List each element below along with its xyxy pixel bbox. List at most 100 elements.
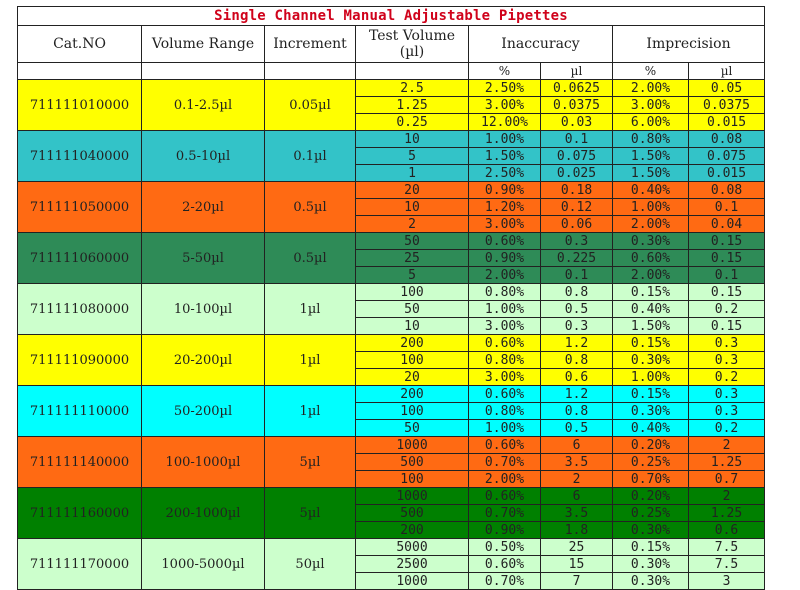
test-volume-cell: 500: [355, 453, 469, 471]
table-title: Single Channel Manual Adjustable Pipette…: [16, 6, 766, 26]
inaccuracy-percent-cell: 0.90%: [468, 181, 541, 199]
inaccuracy-percent-cell: 0.60%: [468, 555, 541, 573]
volume-range-cell: 0.1-2.5µl: [141, 79, 265, 131]
header-imprecision: Imprecision: [611, 25, 766, 63]
table-row: 711111090000 20-200µl 1µl 200 0.60% 1.2 0.15% 0…: [17, 334, 766, 386]
imprecision-percent-cell: 0.25%: [612, 504, 689, 522]
test-volume-cell: 100: [355, 351, 469, 369]
imprecision-percent-cell: 0.40%: [612, 300, 689, 318]
header-test-volume: Test Volume (µl): [355, 25, 469, 63]
table-row: 711111140000 100-1000µl 5µl 1000 0.60% 6 0.20%…: [17, 436, 766, 488]
imprecision-ul-cell: 3: [687, 572, 766, 590]
test-volume-cell: 50: [355, 419, 469, 437]
imprecision-percent-cell: 0.15%: [612, 283, 689, 301]
inaccuracy-percent-cell: 2.50%: [468, 164, 541, 182]
imprecision-ul-cell: 0.15: [687, 232, 766, 250]
increment-cell: 5µl: [264, 487, 356, 539]
increment-cell: 0.05µl: [264, 79, 356, 131]
cat-no-cell: 711111040000: [17, 130, 142, 182]
imprecision-percent-cell: 2.00%: [612, 266, 689, 284]
table-body: 711111010000 0.1-2.5µl 0.05µl 2.5 2.50% 0.062…: [17, 79, 766, 590]
table-row: 711111170000 1000-5000µl 50µl 5000 0.50% 25 0.…: [17, 538, 766, 590]
inaccuracy-percent-cell: 0.60%: [468, 232, 541, 250]
volume-range-cell: 20-200µl: [141, 334, 265, 386]
header-test-volume-label: Test Volume: [368, 28, 456, 44]
test-volume-cell: 200: [355, 334, 469, 352]
imprecision-ul-cell: 2: [687, 487, 766, 505]
cat-no-cell: 711111090000: [17, 334, 142, 386]
test-volume-cell: 1000: [355, 487, 469, 505]
imprecision-ul-cell: 0.3: [687, 385, 766, 403]
imprecision-percent-cell: 6.00%: [612, 113, 689, 131]
inaccuracy-percent-cell: 0.60%: [468, 385, 541, 403]
imprecision-ul-cell: 0.2: [687, 300, 766, 318]
inaccuracy-ul-cell: 0.5: [540, 419, 613, 437]
test-volume-cell: 0.25: [355, 113, 469, 131]
inaccuracy-percent-cell: 0.80%: [468, 402, 541, 420]
cat-no-cell: 711111140000: [17, 436, 142, 488]
inaccuracy-ul-cell: 0.8: [540, 283, 613, 301]
inaccuracy-ul-cell: 7: [540, 572, 613, 590]
inaccuracy-ul-cell: 0.225: [540, 249, 613, 267]
header-increment: Increment: [264, 25, 356, 63]
test-volume-cell: 200: [355, 385, 469, 403]
imprecision-ul-cell: 0.15: [687, 283, 766, 301]
test-volume-cell: 25: [355, 249, 469, 267]
inaccuracy-percent-cell: 3.00%: [468, 215, 541, 233]
imprecision-percent-cell: 0.30%: [612, 555, 689, 573]
inaccuracy-percent-cell: 2.00%: [468, 266, 541, 284]
imprecision-ul-cell: 0.15: [687, 317, 766, 335]
inaccuracy-ul-cell: 0.0375: [540, 96, 613, 114]
increment-cell: 1µl: [264, 385, 356, 437]
imprecision-ul-cell: 0.2: [687, 368, 766, 386]
imprecision-ul-cell: 0.15: [687, 249, 766, 267]
subheader-blank: [355, 62, 469, 80]
imprecision-ul-cell: 2: [687, 436, 766, 454]
inaccuracy-ul-cell: 0.3: [540, 317, 613, 335]
imprecision-ul-cell: 0.0375: [687, 96, 766, 114]
inaccuracy-ul-cell: 1.2: [540, 385, 613, 403]
inaccuracy-percent-cell: 1.00%: [468, 300, 541, 318]
table-row: 711111040000 0.5-10µl 0.1µl 10 1.00% 0.1 0.80%…: [17, 130, 766, 182]
test-volume-cell: 1000: [355, 572, 469, 590]
imprecision-percent-cell: 0.15%: [612, 538, 689, 556]
test-volume-cell: 50: [355, 232, 469, 250]
inaccuracy-percent-cell: 3.00%: [468, 96, 541, 114]
imprecision-ul-cell: 0.2: [687, 419, 766, 437]
inaccuracy-percent-cell: 0.90%: [468, 521, 541, 539]
test-volume-cell: 5000: [355, 538, 469, 556]
imprecision-ul-cell: 0.1: [687, 198, 766, 216]
inaccuracy-percent-cell: 3.00%: [468, 368, 541, 386]
imprecision-percent-cell: 0.70%: [612, 470, 689, 488]
inaccuracy-percent-cell: 2.50%: [468, 79, 541, 97]
cat-no-cell: 711111110000: [17, 385, 142, 437]
test-volume-cell: 2500: [355, 555, 469, 573]
imprecision-percent-cell: 0.40%: [612, 419, 689, 437]
table-row: 711111160000 200-1000µl 5µl 1000 0.60% 6 0.20%…: [17, 487, 766, 539]
imprecision-ul-cell: 0.05: [687, 79, 766, 97]
increment-cell: 50µl: [264, 538, 356, 590]
subheader-blank: [17, 62, 142, 80]
imprecision-ul-cell: 0.7: [687, 470, 766, 488]
inaccuracy-ul-cell: 0.03: [540, 113, 613, 131]
test-volume-cell: 100: [355, 283, 469, 301]
inaccuracy-ul-cell: 0.5: [540, 300, 613, 318]
increment-cell: 1µl: [264, 334, 356, 386]
increment-cell: 0.5µl: [264, 232, 356, 284]
imprecision-percent-cell: 3.00%: [612, 96, 689, 114]
inaccuracy-percent-cell: 1.50%: [468, 147, 541, 165]
inaccuracy-percent-cell: 0.70%: [468, 453, 541, 471]
imprecision-percent-cell: 2.00%: [612, 79, 689, 97]
subheader-blank: [264, 62, 356, 80]
inaccuracy-ul-cell: 0.0625: [540, 79, 613, 97]
inaccuracy-ul-cell: 1.2: [540, 334, 613, 352]
cat-no-cell: 711111170000: [17, 538, 142, 590]
cat-no-cell: 711111160000: [17, 487, 142, 539]
pipette-spec-table: Single Channel Manual Adjustable Pipette…: [16, 6, 766, 590]
test-volume-cell: 2.5: [355, 79, 469, 97]
inaccuracy-ul-cell: 0.8: [540, 402, 613, 420]
cat-no-cell: 711111050000: [17, 181, 142, 233]
volume-range-cell: 1000-5000µl: [141, 538, 265, 590]
table-row: 711111110000 50-200µl 1µl 200 0.60% 1.2 0.15% 0…: [17, 385, 766, 437]
inaccuracy-ul-cell: 0.18: [540, 181, 613, 199]
